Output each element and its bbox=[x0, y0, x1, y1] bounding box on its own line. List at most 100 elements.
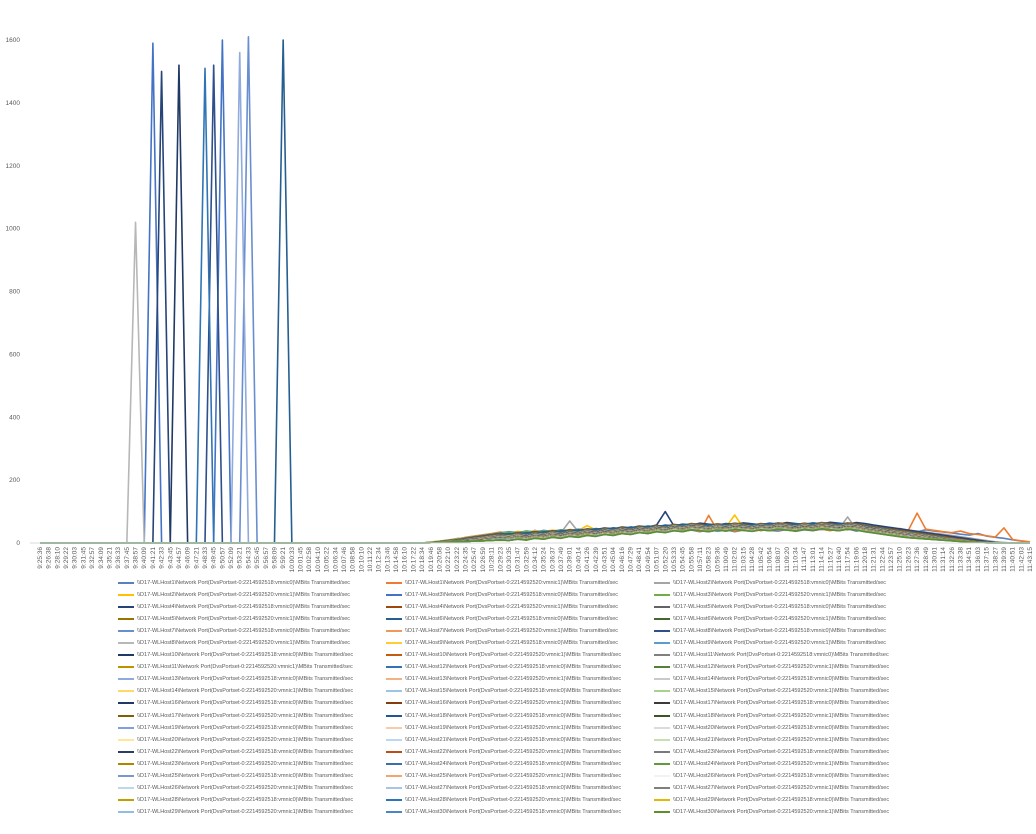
legend-swatch bbox=[654, 775, 670, 778]
legend-swatch bbox=[118, 738, 134, 741]
x-tick-label: 10:51:07 bbox=[654, 547, 661, 573]
legend-item: \\D17-WLHost24\Network Port(DvsPortset-0… bbox=[654, 758, 918, 769]
legend-label: \\D17-WLHost26\Network Port(DvsPortset-0… bbox=[137, 785, 354, 792]
legend-item: \\D17-WLHost18\Network Port(DvsPortset-0… bbox=[654, 710, 918, 721]
x-tick-label: 9:48:33 bbox=[202, 547, 209, 569]
x-tick-label: 10:01:45 bbox=[298, 547, 305, 573]
legend-swatch bbox=[386, 738, 402, 741]
x-tick-label: 10:22:10 bbox=[445, 547, 452, 573]
legend-swatch bbox=[654, 799, 670, 802]
x-tick-label: 10:45:04 bbox=[610, 547, 617, 573]
legend-item: \\D17-WLHost5\Network Port(DvsPortset-0:… bbox=[118, 613, 382, 624]
x-tick-label: 10:14:58 bbox=[393, 547, 400, 573]
legend-swatch bbox=[118, 642, 134, 645]
legend-item: \\D17-WLHost12\Network Port(DvsPortset-0… bbox=[654, 662, 918, 673]
legend-item: \\D17-WLHost18\Network Port(DvsPortset-0… bbox=[386, 710, 650, 721]
legend-swatch bbox=[654, 714, 670, 717]
x-tick-label: 11:43:15 bbox=[1027, 547, 1034, 572]
series-line-11 bbox=[40, 39, 1030, 544]
x-tick-label: 10:26:59 bbox=[480, 547, 487, 573]
x-tick-label: 10:05:22 bbox=[324, 547, 331, 573]
x-tick-label: 11:22:44 bbox=[879, 547, 886, 572]
legend-item: \\D17-WLHost19\Network Port(DvsPortset-0… bbox=[386, 722, 650, 733]
legend-label: \\D17-WLHost10\Network Port(DvsPortset-0… bbox=[137, 652, 354, 659]
legend-item: \\D17-WLHost15\Network Port(DvsPortset-0… bbox=[386, 686, 650, 697]
series-line-23 bbox=[40, 67, 1030, 544]
legend-swatch bbox=[118, 617, 134, 620]
legend-swatch bbox=[386, 654, 402, 657]
x-tick-label: 11:05:42 bbox=[758, 547, 765, 572]
x-tick-label: 11:13:01 bbox=[810, 547, 817, 572]
legend-label: \\D17-WLHost12\Network Port(DvsPortset-0… bbox=[673, 664, 890, 671]
x-tick-label: 10:53:33 bbox=[671, 547, 678, 573]
x-tick-label: 10:20:58 bbox=[436, 547, 443, 573]
legend-item: \\D17-WLHost11\Network Port(DvsPortset-0… bbox=[118, 662, 382, 673]
legend-swatch bbox=[654, 690, 670, 693]
x-tick-label: 9:30:03 bbox=[72, 547, 79, 569]
x-tick-label: 10:54:45 bbox=[680, 547, 687, 573]
legend-label: \\D17-WLHost30\Network Port(DvsPortset-0… bbox=[405, 809, 622, 816]
x-tick-label: 9:56:57 bbox=[263, 547, 270, 569]
series-lines bbox=[40, 36, 1031, 544]
legend-label: \\D17-WLHost21\Network Port(DvsPortset-0… bbox=[405, 736, 622, 743]
x-tick-label: 9:42:33 bbox=[159, 547, 166, 569]
x-tick-label: 9:38:57 bbox=[133, 547, 140, 569]
x-tick-label: 9:34:09 bbox=[98, 547, 105, 569]
legend-swatch bbox=[386, 581, 402, 584]
x-tick-label: 11:36:03 bbox=[975, 547, 982, 572]
legend-label: \\D17-WLHost3\Network Port(DvsPortset-0:… bbox=[673, 591, 887, 598]
x-tick-label: 11:00:49 bbox=[723, 547, 730, 572]
legend-swatch bbox=[654, 581, 670, 584]
legend-item: \\D17-WLHost4\Network Port(DvsPortset-0:… bbox=[386, 601, 650, 612]
legend-label: \\D17-WLHost15\Network Port(DvsPortset-0… bbox=[673, 688, 890, 695]
legend-item: \\D17-WLHost1\Network Port(DvsPortset-0:… bbox=[386, 577, 650, 588]
legend-label: \\D17-WLHost7\Network Port(DvsPortset-0:… bbox=[137, 627, 351, 634]
legend-label: \\D17-WLHost12\Network Port(DvsPortset-0… bbox=[405, 664, 622, 671]
x-tick-label: 10:06:34 bbox=[332, 547, 339, 573]
legend-swatch bbox=[118, 714, 134, 717]
legend-label: \\D17-WLHost13\Network Port(DvsPortset-0… bbox=[137, 676, 354, 683]
x-tick-label: 11:23:57 bbox=[888, 547, 895, 572]
x-tick-label: 10:02:58 bbox=[306, 547, 313, 573]
legend-swatch bbox=[386, 799, 402, 802]
x-tick-label: 11:26:23 bbox=[905, 547, 912, 572]
legend-swatch bbox=[118, 690, 134, 693]
x-tick-label: 9:50:57 bbox=[219, 547, 226, 569]
legend-item: \\D17-WLHost16\Network Port(DvsPortset-0… bbox=[386, 698, 650, 709]
legend-item: \\D17-WLHost6\Network Port(DvsPortset-0:… bbox=[386, 613, 650, 624]
legend-swatch bbox=[654, 666, 670, 669]
y-tick-label: 1400 bbox=[6, 100, 21, 107]
legend-swatch bbox=[654, 593, 670, 596]
legend-label: \\D17-WLHost18\Network Port(DvsPortset-0… bbox=[405, 712, 622, 719]
legend-swatch bbox=[654, 787, 670, 790]
y-tick-label: 1200 bbox=[6, 163, 21, 170]
x-tick-label: 9:40:09 bbox=[141, 547, 148, 569]
x-tick-label: 10:35:24 bbox=[541, 547, 548, 573]
x-tick-label: 11:34:51 bbox=[966, 547, 973, 572]
legend-label: \\D17-WLHost24\Network Port(DvsPortset-0… bbox=[405, 760, 622, 767]
x-tick-label: 9:58:09 bbox=[271, 547, 278, 569]
x-tick-label: 10:40:14 bbox=[575, 547, 582, 573]
legend-label: \\D17-WLHost14\Network Port(DvsPortset-0… bbox=[673, 676, 890, 683]
x-tick-label: 9:26:38 bbox=[46, 547, 53, 569]
legend-label: \\D17-WLHost9\Network Port(DvsPortset-0:… bbox=[673, 640, 887, 647]
legend-swatch bbox=[654, 762, 670, 765]
x-tick-label: 9:44:57 bbox=[176, 547, 183, 569]
x-tick-label: 9:59:21 bbox=[280, 547, 287, 569]
legend-item: \\D17-WLHost8\Network Port(DvsPortset-0:… bbox=[654, 625, 918, 636]
legend-item: \\D17-WLHost23\Network Port(DvsPortset-0… bbox=[118, 758, 382, 769]
legend-label: \\D17-WLHost29\Network Port(DvsPortset-0… bbox=[673, 797, 890, 804]
legend-swatch bbox=[386, 629, 402, 632]
x-tick-label: 11:06:54 bbox=[766, 547, 773, 572]
x-tick-label: 11:20:18 bbox=[862, 547, 869, 572]
x-tick-label: 10:42:39 bbox=[593, 547, 600, 573]
legend-label: \\D17-WLHost18\Network Port(DvsPortset-0… bbox=[673, 712, 890, 719]
legend-swatch bbox=[654, 702, 670, 705]
legend-item: \\D17-WLHost20\Network Port(DvsPortset-0… bbox=[654, 722, 918, 733]
legend-item: \\D17-WLHost30\Network Port(DvsPortset-0… bbox=[654, 807, 918, 818]
x-tick-label: 10:58:23 bbox=[706, 547, 713, 573]
legend-item: \\D17-WLHost23\Network Port(DvsPortset-0… bbox=[654, 746, 918, 757]
x-tick-label: 10:37:49 bbox=[558, 547, 565, 573]
legend-label: \\D17-WLHost5\Network Port(DvsPortset-0:… bbox=[137, 615, 351, 622]
x-tick-label: 10:57:11 bbox=[697, 547, 704, 572]
